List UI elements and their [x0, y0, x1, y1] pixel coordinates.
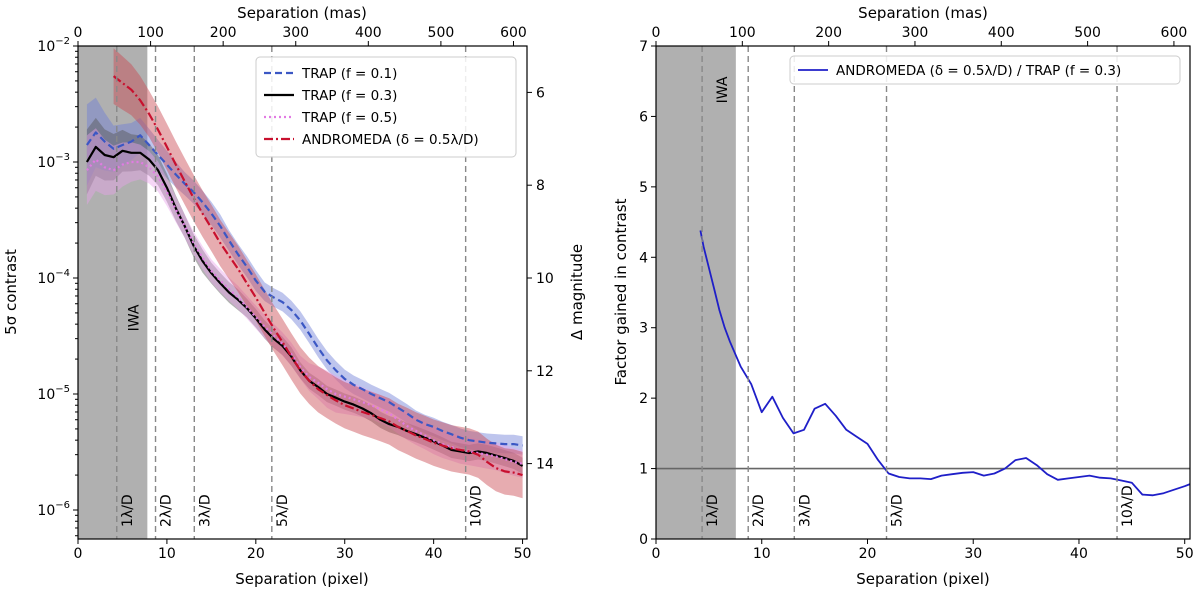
x-tick-label: 30: [336, 546, 354, 562]
lambda-label-3: 5λ/D: [890, 494, 906, 527]
left-legend: TRAP (f = 0.1) TRAP (f = 0.3) TRAP (f = 0.…: [255, 56, 517, 158]
series-line-2: [86, 158, 523, 465]
x2-tick-label: 300: [902, 25, 929, 41]
y-tick-base: 10: [37, 271, 55, 287]
right-ylabel: Factor gained in contrast: [612, 198, 630, 385]
y-tick-exp: −6: [55, 500, 70, 511]
lambda-label-3: 5λ/D: [275, 494, 291, 527]
x2-tick-label: 400: [988, 25, 1015, 41]
band-0: [86, 97, 523, 455]
x2-tick-label: 500: [428, 25, 455, 41]
x2-tick-label: 500: [1074, 25, 1101, 41]
lambda-label-2: 3λ/D: [797, 494, 813, 527]
lambda-label-0: 1λ/D: [705, 494, 721, 527]
x2-tick-label: 600: [1161, 25, 1188, 41]
left-x2label: Separation (mas): [237, 4, 367, 22]
lambda-label-1: 2λ/D: [751, 494, 767, 527]
series-line-3: [112, 75, 523, 477]
x-tick-label: 0: [74, 546, 83, 562]
x-tick-label: 40: [425, 546, 443, 562]
right-x2label: Separation (mas): [858, 4, 988, 22]
x2-tick-label: 200: [815, 25, 842, 41]
left-panel: IWA 1λ/D 2λ/D 3λ/D 5λ/D 10λ/D 0 10 20 30 40 500 10…: [2, 4, 586, 588]
y-tick-base: 10: [37, 155, 55, 171]
left-axes-frame: [77, 45, 528, 540]
right-legend: ANDROMEDA (δ = 0.5λ/D) / TRAP (f = 0.3): [789, 55, 1181, 85]
y-tick-label: 3: [639, 321, 648, 337]
series-line-0: [699, 230, 1190, 497]
x2-tick-label: 600: [500, 25, 527, 41]
lambda-label-4: 10λ/D: [469, 485, 485, 527]
legend-label-1: TRAP (f = 0.3): [301, 88, 397, 104]
right-panel: IWA 1λ/D 2λ/D 3λ/D 5λ/D 10λ/D 0 10 20 30 40 500 10…: [612, 4, 1194, 588]
y2-tick-label: 6: [536, 85, 545, 101]
x-tick-label: 20: [247, 546, 265, 562]
y-tick-label: 10−2: [37, 36, 70, 55]
y-tick-label: 6: [639, 109, 648, 125]
y-tick-label: 5: [639, 180, 648, 196]
right-xlabel: Separation (pixel): [856, 570, 990, 588]
legend-label-2: TRAP (f = 0.5): [301, 110, 397, 126]
iwa-region: [78, 46, 148, 539]
x2-tick-label: 300: [282, 25, 309, 41]
y2-tick-label: 8: [536, 178, 545, 194]
left-xlabel: Separation (pixel): [235, 570, 369, 588]
x2-tick-label: 0: [74, 25, 83, 41]
series-line-0: [86, 131, 523, 447]
x-tick-label: 10: [158, 546, 176, 562]
x2-tick-label: 100: [729, 25, 756, 41]
y-tick-exp: −4: [55, 268, 70, 279]
y-tick-exp: −3: [55, 152, 70, 163]
y-tick-label: 7: [639, 39, 648, 55]
y2-tick-label: 14: [536, 457, 554, 473]
legend-box: [255, 56, 517, 158]
left-y2label: Δ magnitude: [568, 244, 586, 340]
iwa-region: [656, 46, 736, 539]
series-line-1: [85, 145, 524, 467]
legend-label-3: ANDROMEDA (δ = 0.5λ/D): [302, 132, 479, 148]
x2-tick-label: 200: [210, 25, 237, 41]
x-tick-label: 0: [652, 546, 661, 562]
y-tick-base: 10: [37, 503, 55, 519]
x-tick-label: 20: [859, 546, 877, 562]
x2-tick-label: 0: [652, 25, 661, 41]
iwa-label: IWA: [126, 304, 142, 331]
legend-label-0: ANDROMEDA (δ = 0.5λ/D) / TRAP (f = 0.3): [836, 63, 1121, 79]
x-tick-label: 10: [753, 546, 771, 562]
y-tick-label: 0: [639, 532, 648, 548]
y-tick-label: 10−4: [37, 268, 70, 287]
x-tick-label: 40: [1070, 546, 1088, 562]
y-tick-label: 4: [639, 250, 648, 266]
y-tick-label: 10−5: [37, 384, 70, 403]
y-tick-label: 1: [639, 462, 648, 478]
legend-box: [789, 55, 1181, 85]
y2-tick-label: 12: [536, 364, 554, 380]
left-ylabel: 5σ contrast: [2, 249, 20, 335]
band-2: [86, 128, 523, 478]
y-tick-exp: −2: [55, 36, 70, 47]
y-tick-base: 10: [37, 387, 55, 403]
y-tick-exp: −5: [55, 384, 70, 395]
x-tick-label: 50: [1176, 546, 1194, 562]
x-tick-label: 50: [514, 546, 532, 562]
y2-tick-label: 10: [536, 271, 554, 287]
y-tick-base: 10: [37, 39, 55, 55]
y-tick-label: 2: [639, 391, 648, 407]
right-axes-frame: [655, 45, 1191, 540]
y-tick-label: 10−3: [37, 152, 70, 171]
iwa-label: IWA: [715, 76, 731, 103]
x-tick-label: 30: [964, 546, 982, 562]
legend-label-0: TRAP (f = 0.1): [301, 66, 397, 82]
y-tick-label: 10−6: [37, 500, 70, 519]
x2-tick-label: 100: [137, 25, 164, 41]
lambda-label-2: 3λ/D: [197, 494, 213, 527]
x2-tick-label: 400: [355, 25, 382, 41]
lambda-label-0: 1λ/D: [120, 494, 136, 527]
lambda-label-4: 10λ/D: [1120, 485, 1136, 527]
lambda-label-1: 2λ/D: [159, 494, 175, 527]
